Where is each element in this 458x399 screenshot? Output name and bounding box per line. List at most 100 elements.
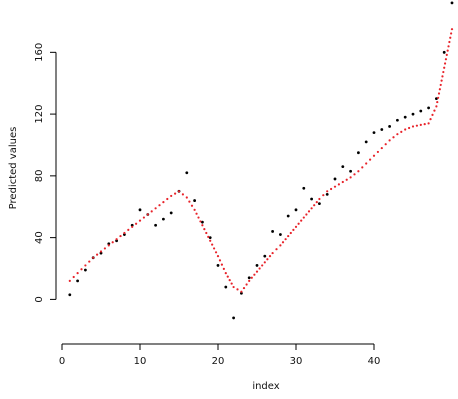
fitted-dot xyxy=(415,124,418,127)
fitted-dot xyxy=(80,268,83,271)
data-point xyxy=(216,264,220,267)
fitted-dot xyxy=(271,251,274,255)
fitted-dot xyxy=(96,253,99,256)
fitted-dot xyxy=(448,40,451,44)
fitted-dot xyxy=(150,210,153,213)
fitted-dot xyxy=(341,180,344,184)
fitted-dot xyxy=(255,270,259,273)
fitted-dot xyxy=(411,125,415,128)
fitted-dot xyxy=(146,213,149,216)
fitted-dot xyxy=(76,272,79,275)
fitted-dot xyxy=(292,228,295,232)
x-axis-label: index xyxy=(252,381,279,392)
data-point xyxy=(279,233,282,236)
fitted-dot xyxy=(224,272,227,275)
data-point xyxy=(388,125,391,128)
fitted-dot xyxy=(158,204,161,207)
fitted-dot xyxy=(294,225,298,228)
fitted-dot xyxy=(226,275,229,278)
data-point xyxy=(403,115,407,119)
observed-points xyxy=(68,1,454,320)
x-tick-label: 20 xyxy=(212,356,225,367)
fitted-dot xyxy=(201,224,204,227)
x-tick-label: 30 xyxy=(290,356,303,367)
fitted-dot xyxy=(326,190,329,193)
fitted-dot xyxy=(445,53,448,56)
fitted-dot xyxy=(154,207,157,210)
data-point xyxy=(318,202,321,206)
data-point xyxy=(364,140,368,144)
data-point xyxy=(76,279,79,283)
fitted-dot xyxy=(142,216,145,219)
fitted-dot xyxy=(92,256,95,259)
fitted-dot xyxy=(372,154,376,157)
fitted-dot xyxy=(181,193,184,196)
data-point xyxy=(325,192,329,196)
fitted-dot xyxy=(240,290,243,293)
fitted-dot xyxy=(88,260,91,263)
fitted-dot xyxy=(396,133,399,136)
fitted-dot xyxy=(450,28,454,31)
fitted-dot xyxy=(84,264,87,267)
fitted-dot xyxy=(439,83,442,87)
fitted-dot xyxy=(447,45,450,48)
fitted-dot xyxy=(279,244,282,247)
fitted-dot xyxy=(392,136,395,139)
fitted-dot xyxy=(268,255,272,258)
fitted-dot xyxy=(427,122,430,125)
fitted-dot xyxy=(253,273,256,276)
fitted-dot xyxy=(307,210,311,213)
data-point xyxy=(341,165,345,168)
fitted-dot xyxy=(300,219,303,222)
fitted-dot xyxy=(437,96,440,99)
fitted-dot xyxy=(203,228,206,231)
fitted-dot xyxy=(438,88,441,91)
fitted-dot xyxy=(119,234,122,238)
fitted-dot xyxy=(441,75,444,78)
fitted-dot xyxy=(123,231,126,235)
fitted-dot xyxy=(236,288,239,291)
fitted-dot xyxy=(284,238,287,241)
y-tick-label: 0 xyxy=(34,296,45,302)
fitted-dot xyxy=(193,208,196,211)
fitted-dot xyxy=(245,283,248,286)
fitted-dot xyxy=(111,241,114,244)
y-axis: 0 40 80 120 160 xyxy=(34,43,57,303)
fitted-dot xyxy=(190,204,194,207)
fitted-dot xyxy=(446,49,449,52)
fitted-dot xyxy=(357,170,360,173)
fitted-dot xyxy=(365,162,368,165)
data-point xyxy=(380,128,384,131)
data-point xyxy=(427,106,430,110)
fitted-dot xyxy=(103,247,106,250)
fitted-dot xyxy=(297,222,300,225)
data-point xyxy=(419,109,423,113)
data-point xyxy=(357,151,360,155)
fitted-dot xyxy=(349,176,352,179)
data-point xyxy=(162,217,165,221)
fitted-dot xyxy=(388,139,391,142)
fitted-dot xyxy=(228,278,231,282)
fitted-dot xyxy=(115,238,118,241)
fitted-dot xyxy=(214,251,218,254)
data-point xyxy=(271,230,274,233)
fitted-dot xyxy=(442,70,445,74)
x-tick-label: 40 xyxy=(368,356,381,367)
fitted-dot xyxy=(220,263,223,266)
data-point xyxy=(333,177,337,181)
fitted-dot xyxy=(400,130,403,133)
fitted-dot xyxy=(337,183,340,186)
data-point xyxy=(450,1,454,5)
fitted-dots xyxy=(68,28,454,293)
fitted-dot xyxy=(211,243,214,246)
fitted-dot xyxy=(199,220,202,223)
fitted-dot xyxy=(174,192,177,195)
fitted-dot xyxy=(261,264,264,267)
fitted-dot xyxy=(376,150,379,154)
fitted-dot xyxy=(135,222,138,225)
y-tick-label: 80 xyxy=(34,169,45,182)
fitted-dot xyxy=(302,216,305,219)
fitted-dot xyxy=(318,197,321,201)
y-tick-label: 120 xyxy=(34,105,45,124)
fitted-dot xyxy=(450,32,453,35)
